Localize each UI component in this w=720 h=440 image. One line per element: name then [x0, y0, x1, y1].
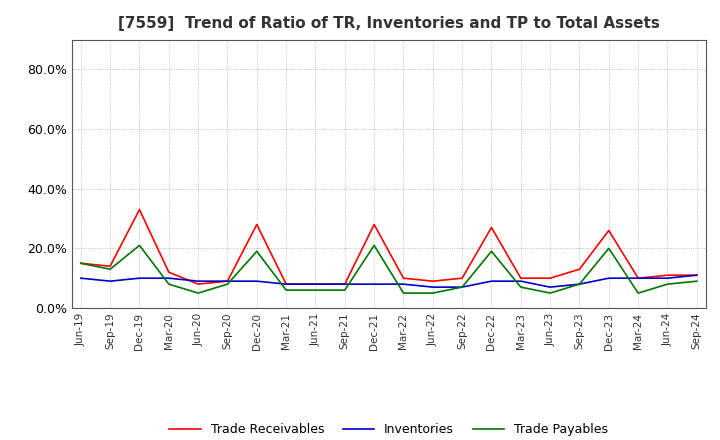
Title: [7559]  Trend of Ratio of TR, Inventories and TP to Total Assets: [7559] Trend of Ratio of TR, Inventories… — [118, 16, 660, 32]
Trade Payables — [458, 285, 467, 290]
Trade Payables — [546, 290, 554, 296]
Inventories — [693, 272, 701, 278]
Inventories — [194, 279, 202, 284]
Trade Payables — [516, 285, 525, 290]
Trade Receivables — [516, 275, 525, 281]
Trade Receivables — [135, 207, 144, 212]
Trade Receivables — [634, 275, 642, 281]
Trade Receivables — [164, 270, 173, 275]
Inventories — [370, 282, 379, 287]
Inventories — [575, 282, 584, 287]
Line: Inventories: Inventories — [81, 275, 697, 287]
Trade Payables — [106, 267, 114, 272]
Line: Trade Payables: Trade Payables — [81, 246, 697, 293]
Inventories — [341, 282, 349, 287]
Inventories — [546, 285, 554, 290]
Trade Receivables — [575, 267, 584, 272]
Trade Payables — [370, 243, 379, 248]
Inventories — [516, 279, 525, 284]
Inventories — [605, 275, 613, 281]
Trade Payables — [487, 249, 496, 254]
Trade Receivables — [693, 272, 701, 278]
Trade Receivables — [341, 282, 349, 287]
Trade Receivables — [487, 225, 496, 230]
Inventories — [106, 279, 114, 284]
Trade Payables — [194, 290, 202, 296]
Trade Receivables — [399, 275, 408, 281]
Inventories — [76, 275, 85, 281]
Trade Receivables — [223, 279, 232, 284]
Inventories — [428, 285, 437, 290]
Trade Payables — [634, 290, 642, 296]
Trade Payables — [428, 290, 437, 296]
Legend: Trade Receivables, Inventories, Trade Payables: Trade Receivables, Inventories, Trade Pa… — [164, 418, 613, 440]
Trade Payables — [164, 282, 173, 287]
Inventories — [164, 275, 173, 281]
Trade Receivables — [663, 272, 672, 278]
Inventories — [311, 282, 320, 287]
Trade Payables — [575, 282, 584, 287]
Trade Payables — [135, 243, 144, 248]
Trade Receivables — [106, 264, 114, 269]
Trade Payables — [663, 282, 672, 287]
Trade Receivables — [76, 260, 85, 266]
Trade Receivables — [194, 282, 202, 287]
Trade Receivables — [282, 282, 290, 287]
Inventories — [458, 285, 467, 290]
Trade Payables — [399, 290, 408, 296]
Inventories — [399, 282, 408, 287]
Trade Payables — [311, 287, 320, 293]
Trade Payables — [605, 246, 613, 251]
Trade Payables — [341, 287, 349, 293]
Inventories — [282, 282, 290, 287]
Trade Payables — [76, 260, 85, 266]
Trade Receivables — [546, 275, 554, 281]
Trade Payables — [282, 287, 290, 293]
Trade Receivables — [370, 222, 379, 227]
Inventories — [634, 275, 642, 281]
Trade Receivables — [311, 282, 320, 287]
Inventories — [253, 279, 261, 284]
Inventories — [135, 275, 144, 281]
Trade Receivables — [458, 275, 467, 281]
Trade Payables — [223, 282, 232, 287]
Trade Payables — [693, 279, 701, 284]
Trade Receivables — [253, 222, 261, 227]
Line: Trade Receivables: Trade Receivables — [81, 209, 697, 284]
Inventories — [223, 279, 232, 284]
Inventories — [487, 279, 496, 284]
Trade Payables — [253, 249, 261, 254]
Trade Receivables — [605, 228, 613, 233]
Trade Receivables — [428, 279, 437, 284]
Inventories — [663, 275, 672, 281]
